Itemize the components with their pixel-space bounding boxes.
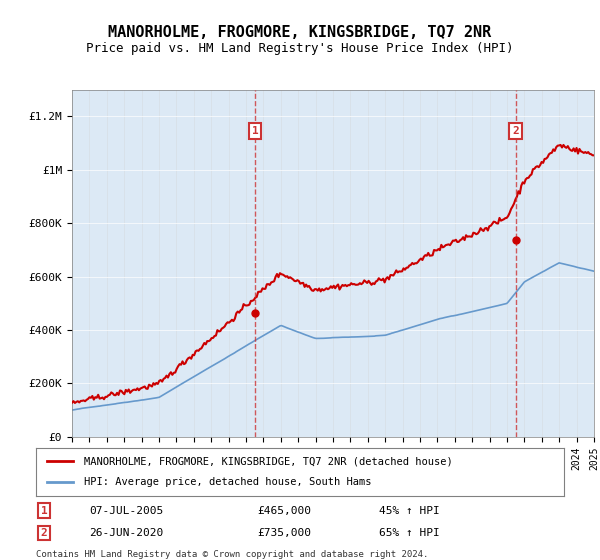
Text: Contains HM Land Registry data © Crown copyright and database right 2024.
This d: Contains HM Land Registry data © Crown c… bbox=[36, 550, 428, 560]
Text: £735,000: £735,000 bbox=[258, 528, 312, 538]
Text: 1: 1 bbox=[251, 126, 259, 136]
Text: Price paid vs. HM Land Registry's House Price Index (HPI): Price paid vs. HM Land Registry's House … bbox=[86, 42, 514, 55]
Text: 1: 1 bbox=[41, 506, 47, 516]
Text: HPI: Average price, detached house, South Hams: HPI: Average price, detached house, Sout… bbox=[83, 477, 371, 487]
Text: 2: 2 bbox=[512, 126, 519, 136]
Text: 07-JUL-2005: 07-JUL-2005 bbox=[89, 506, 163, 516]
Text: £465,000: £465,000 bbox=[258, 506, 312, 516]
Text: 65% ↑ HPI: 65% ↑ HPI bbox=[379, 528, 440, 538]
Text: MANORHOLME, FROGMORE, KINGSBRIDGE, TQ7 2NR (detached house): MANORHOLME, FROGMORE, KINGSBRIDGE, TQ7 2… bbox=[83, 456, 452, 466]
Text: 2: 2 bbox=[41, 528, 47, 538]
Text: 26-JUN-2020: 26-JUN-2020 bbox=[89, 528, 163, 538]
Text: MANORHOLME, FROGMORE, KINGSBRIDGE, TQ7 2NR: MANORHOLME, FROGMORE, KINGSBRIDGE, TQ7 2… bbox=[109, 25, 491, 40]
Text: 45% ↑ HPI: 45% ↑ HPI bbox=[379, 506, 440, 516]
